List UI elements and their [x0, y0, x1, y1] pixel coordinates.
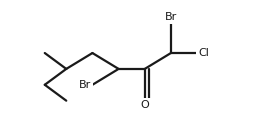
Text: Br: Br [79, 80, 91, 90]
Text: Cl: Cl [198, 48, 209, 58]
Text: O: O [140, 100, 149, 110]
Text: Br: Br [165, 12, 177, 22]
